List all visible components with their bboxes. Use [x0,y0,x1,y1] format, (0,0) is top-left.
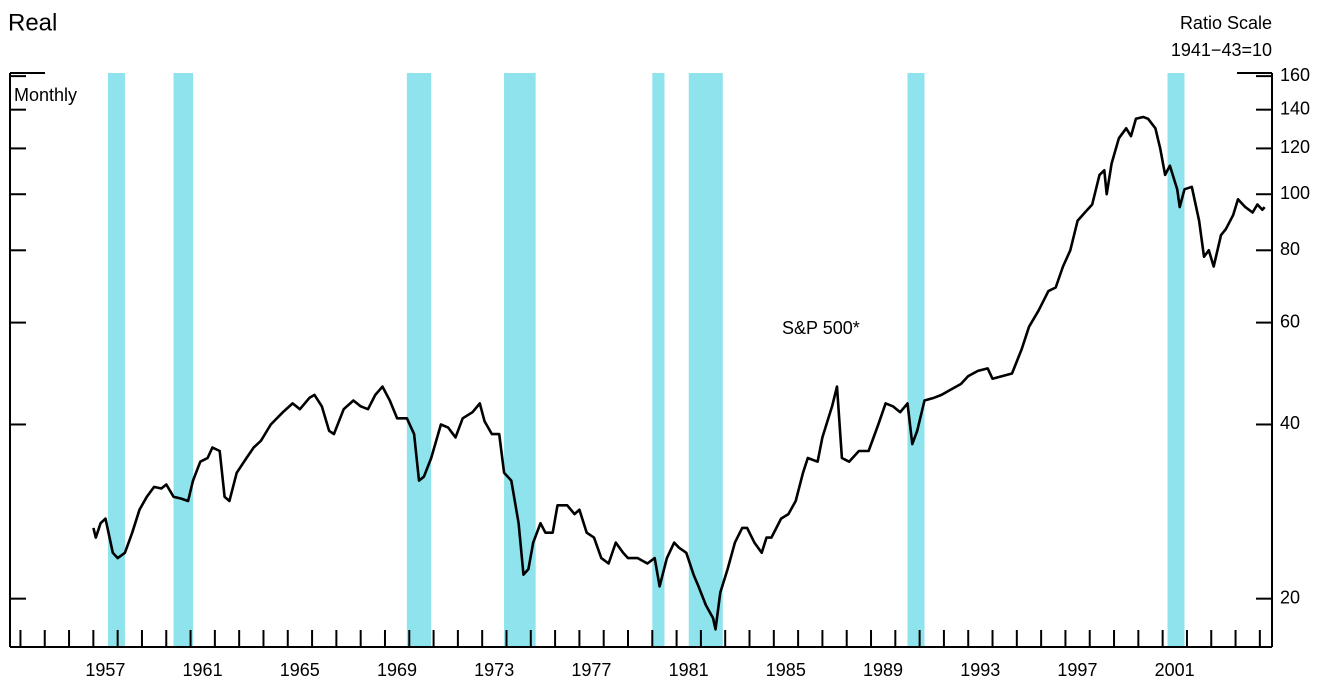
recession-band [652,73,665,647]
x-tick-label: 1973 [474,660,514,680]
y-tick-label: 100 [1280,183,1310,203]
recession-band [406,73,432,647]
x-tick-label: 1977 [571,660,611,680]
base-note: 1941−43=10 [1171,40,1272,60]
recession-band [688,73,723,647]
recession-band [907,73,925,647]
x-tick-label: 1957 [85,660,125,680]
y-tick-label: 20 [1280,587,1300,607]
y-tick-label: 140 [1280,98,1310,118]
series-line [92,115,1266,631]
y-tick-label: 120 [1280,137,1310,157]
x-tick-label: 2001 [1155,660,1195,680]
x-tick-label: 1997 [1057,660,1097,680]
recession-band [107,73,125,647]
recession-band [173,73,193,647]
x-tick-label: 1965 [280,660,320,680]
x-tick-label: 1989 [863,660,903,680]
x-tick-label: 1969 [377,660,417,680]
x-tick-label: 1981 [669,660,709,680]
y-tick-label: 40 [1280,413,1300,433]
series-label: S&P 500* [782,318,860,338]
y-tick-label: 80 [1280,239,1300,259]
y-tick-label: 160 [1280,65,1310,85]
x-tick-label: 1993 [960,660,1000,680]
chart-title: Real [8,9,57,36]
x-tick-label: 1961 [183,660,223,680]
scale-note: Ratio Scale [1180,13,1272,33]
y-tick-label: 60 [1280,311,1300,331]
x-tick-label: 1985 [766,660,806,680]
frequency-label: Monthly [14,85,77,105]
recession-band [1167,73,1185,647]
